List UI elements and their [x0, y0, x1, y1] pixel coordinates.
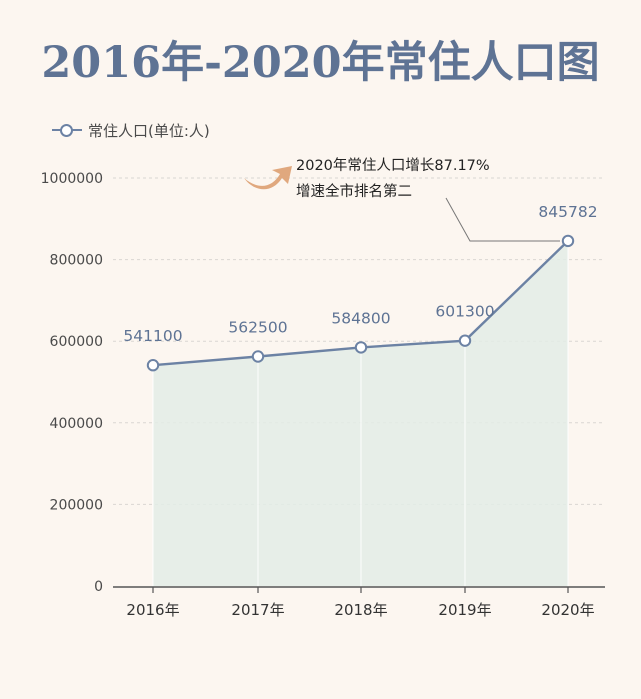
arrow-icon [244, 166, 292, 190]
data-label: 541100 [123, 327, 182, 345]
y-tick-label: 0 [94, 579, 103, 595]
legend-line-marker-icon [52, 122, 82, 138]
y-tick-label: 800000 [50, 253, 103, 269]
data-labels: 541100 562500 584800 601300 845782 [123, 203, 597, 345]
x-tick-label: 2018年 [334, 601, 387, 619]
data-point [561, 234, 575, 248]
data-points [146, 234, 575, 372]
data-label: 845782 [538, 203, 597, 221]
chart-title: 2016年-2020年常住人口图 [41, 38, 600, 88]
annotation-line2: 增速全市排名第二 [296, 182, 412, 200]
y-tick-label: 200000 [50, 497, 103, 513]
data-point [458, 334, 472, 347]
area-fill-layer [152, 240, 569, 586]
x-tick-label: 2020年 [541, 601, 594, 619]
data-label: 584800 [331, 309, 390, 327]
y-tick-label: 600000 [50, 334, 103, 350]
x-tick-label: 2017年 [231, 601, 284, 619]
data-label: 601300 [435, 303, 494, 321]
data-point [354, 341, 368, 354]
axes: 0 200000 400000 600000 800000 1000000 2016年 201… [41, 171, 605, 619]
data-point [146, 359, 160, 372]
legend-label: 常住人口(单位:人) [88, 121, 210, 140]
annotation-leader-line [445, 197, 560, 242]
x-tick-label: 2019年 [438, 601, 491, 619]
annotation-line1: 2020年常住人口增长87.17% [296, 157, 490, 174]
annotation: 2020年常住人口增长87.17% 增速全市排名第二 [244, 157, 560, 242]
data-label: 562500 [228, 319, 287, 337]
data-point [251, 350, 265, 363]
y-tick-label: 400000 [50, 416, 103, 432]
x-tick-label: 2016年 [126, 601, 179, 619]
legend: 常住人口(单位:人) [52, 118, 210, 142]
y-tick-label: 1000000 [41, 171, 103, 187]
